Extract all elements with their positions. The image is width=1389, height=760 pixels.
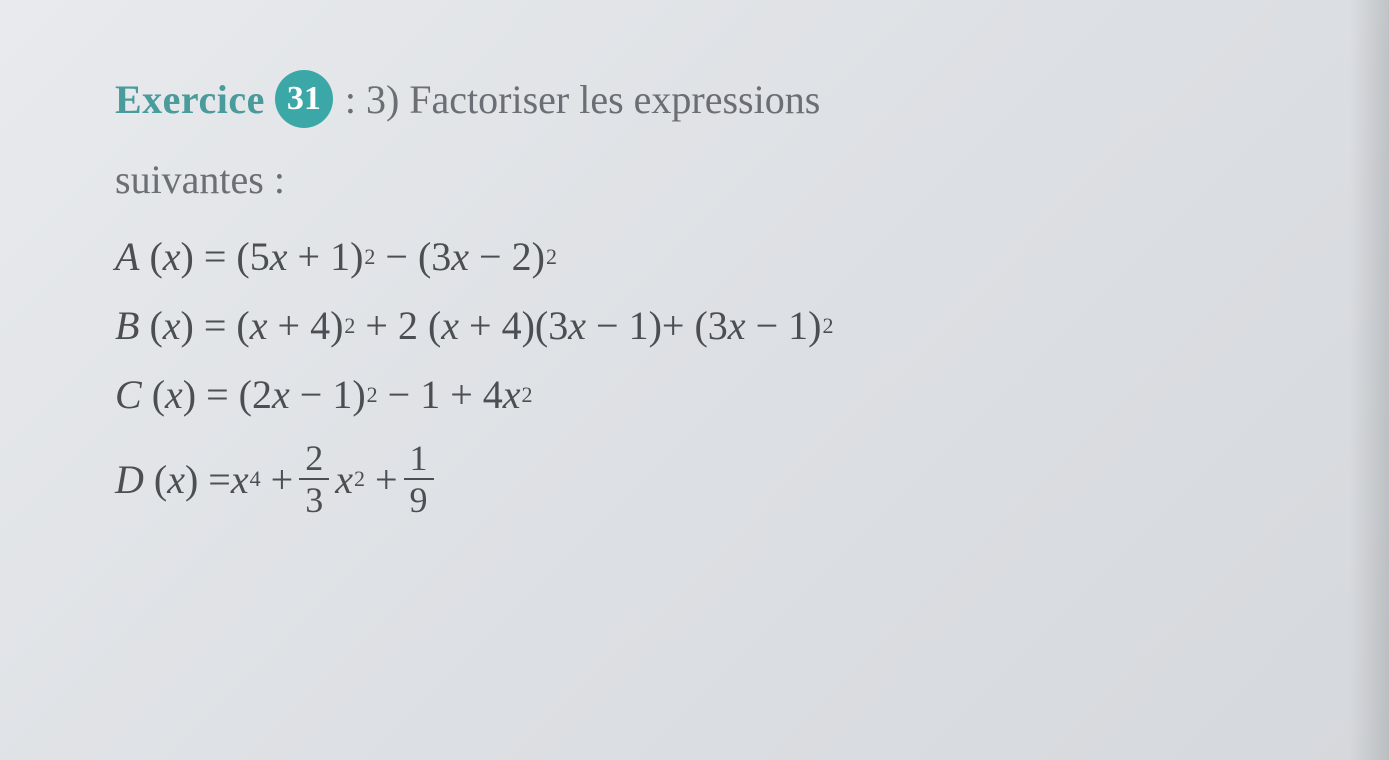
page-shadow	[1349, 0, 1389, 760]
fraction-1-9: 1 9	[404, 440, 434, 518]
eq-c-lhs: C	[115, 371, 142, 418]
eq-b-lhs: B	[115, 302, 139, 349]
exercise-number-badge: 31	[275, 70, 333, 128]
exercise-page: Exercice 31 : 3) Factoriser les expressi…	[0, 0, 1389, 518]
eq-d-lhs: D	[115, 456, 144, 503]
equation-a: A ( x ) = ( 5 x + 1 ) 2 − ( 3 x − 2 ) 2	[115, 233, 1299, 280]
eq-a-lhs: A	[115, 233, 139, 280]
exercise-subtitle: suivantes :	[115, 156, 1299, 203]
fraction-2-3: 2 3	[299, 440, 329, 518]
exercise-label: Exercice	[115, 76, 265, 123]
equation-d: D ( x ) = x 4 + 2 3 x 2 + 1 9	[115, 440, 1299, 518]
exercise-header: Exercice 31 : 3) Factoriser les expressi…	[115, 70, 1299, 128]
equation-b: B ( x ) = ( x + 4 ) 2 + 2 ( x + 4 )( 3 x…	[115, 302, 1299, 349]
exercise-instruction: : 3) Factoriser les expressions	[345, 76, 820, 123]
equation-c: C ( x ) = ( 2 x − 1 ) 2 − 1 + 4 x 2	[115, 371, 1299, 418]
